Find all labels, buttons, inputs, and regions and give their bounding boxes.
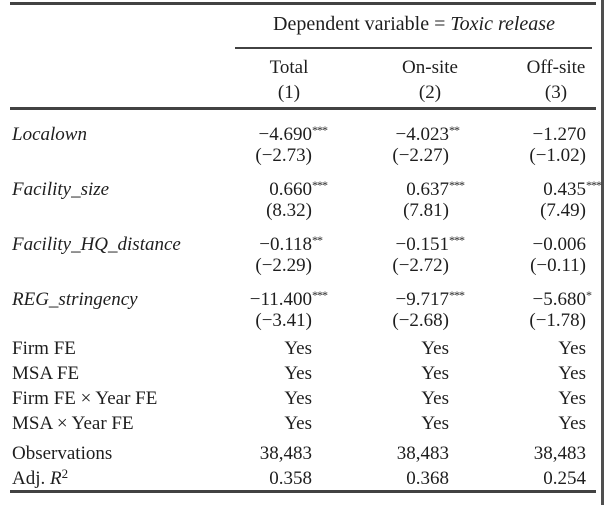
- tstat-cell: (7.49): [540, 200, 586, 221]
- estimate-value: −4.023: [395, 124, 449, 145]
- estimate-cell: −1.270: [449, 121, 596, 149]
- statistic-label: Adj. R2: [12, 466, 69, 489]
- tstat-cell: (−0.11): [530, 255, 586, 276]
- statistic-cell: 0.254: [543, 468, 586, 489]
- fixed-effect-cell: Yes: [558, 338, 586, 359]
- coefficient-label: REG_stringency: [12, 289, 138, 310]
- column-header-on-site: On-site (2): [368, 55, 492, 105]
- fixed-effect-cell: Yes: [421, 363, 449, 384]
- fixed-effect-row: MSA × Year FE Yes Yes Yes: [10, 411, 596, 436]
- fixed-effect-cell: Yes: [421, 413, 449, 434]
- statistic-row: Adj. R2 0.358 0.368 0.254: [10, 466, 596, 491]
- statistic-cell: 38,483: [533, 443, 586, 464]
- fixed-effect-label: MSA FE: [12, 363, 80, 384]
- tstat-cell: (−2.27): [392, 145, 449, 166]
- fixed-effect-cell: Yes: [558, 363, 586, 384]
- tstat-cell: (−1.78): [529, 310, 586, 331]
- statistic-cell: 0.368: [406, 468, 449, 489]
- fixed-effect-label: Firm FE × Year FE: [12, 388, 158, 409]
- column-header-number: (1): [277, 82, 301, 103]
- estimate-value: −11.400: [249, 289, 312, 310]
- tstat-cell: (−2.29): [255, 255, 312, 276]
- spanner-rule: [235, 47, 592, 49]
- column-header-label: Total: [269, 57, 309, 78]
- fixed-effect-row: MSA FE Yes Yes Yes: [10, 361, 596, 386]
- coefficient-label: Facility_size: [12, 179, 110, 200]
- coefficient-row: Facility_HQ_distance −0.118** −0.151*** −0.…: [10, 226, 596, 255]
- fixed-effect-label: MSA × Year FE: [12, 413, 134, 434]
- fixed-effect-cell: Yes: [558, 413, 586, 434]
- estimate-value: −0.006: [532, 234, 586, 255]
- tstat-cell: (−3.41): [255, 310, 312, 331]
- column-header-off-site: Off-site (3): [494, 55, 608, 105]
- estimate-cell: −5.680*: [532, 288, 592, 310]
- estimate-value: −9.717: [395, 289, 449, 310]
- statistic-cell: 38,483: [396, 443, 449, 464]
- fixed-effect-cell: Yes: [284, 363, 312, 384]
- coefficient-row: Facility_size 0.660*** 0.637*** 0.435***: [10, 171, 602, 200]
- tstat-cell: (7.81): [403, 200, 449, 221]
- squared-superscript: 2: [61, 466, 69, 481]
- fixed-effect-cell: Yes: [421, 338, 449, 359]
- header-bottom-rule: [10, 107, 596, 110]
- column-header-number: (3): [544, 82, 568, 103]
- statistic-cell: 38,483: [259, 443, 312, 464]
- fixed-effect-cell: Yes: [558, 388, 586, 409]
- estimate-value: −5.680: [532, 289, 586, 310]
- tstat-cell: (−2.73): [255, 145, 312, 166]
- tstat-row: (−2.73) (−2.27) (−1.02): [10, 144, 596, 171]
- fixed-effect-label: Firm FE: [12, 338, 76, 359]
- estimate-value: −0.151: [395, 234, 449, 255]
- statistic-label: Observations: [12, 443, 113, 464]
- estimate-value: −1.270: [532, 124, 586, 145]
- spanner-prefix: Dependent variable =: [273, 13, 451, 35]
- estimate-value: −0.118: [259, 234, 312, 255]
- tstat-row: (−3.41) (−2.68) (−1.78): [10, 309, 596, 336]
- fixed-effect-cell: Yes: [284, 338, 312, 359]
- coefficient-row: Localown −4.690*** −4.023** −1.270: [10, 116, 596, 145]
- tstat-cell: (−1.02): [529, 145, 586, 166]
- estimate-value: 0.660: [269, 179, 312, 200]
- dependent-variable-spanner: Dependent variable = Toxic release: [235, 13, 593, 36]
- estimate-value: −4.690: [258, 124, 312, 145]
- page-right-border-line: [601, 0, 604, 505]
- statistic-row: Observations 38,483 38,483 38,483: [10, 441, 596, 466]
- fixed-effect-cell: Yes: [421, 388, 449, 409]
- coefficient-row: REG_stringency −11.400*** −9.717*** −5.680*: [10, 281, 596, 310]
- fixed-effect-cell: Yes: [284, 413, 312, 434]
- estimate-value: 0.637: [406, 179, 449, 200]
- tstat-cell: (8.32): [266, 200, 312, 221]
- tstat-cell: (−2.68): [392, 310, 449, 331]
- fixed-effect-row: Firm FE Yes Yes Yes: [10, 336, 596, 361]
- r-symbol: R: [50, 468, 62, 489]
- column-header-label: On-site: [402, 57, 458, 78]
- coefficient-label: Localown: [12, 124, 87, 145]
- column-header-total: Total (1): [227, 55, 351, 105]
- estimate-value: 0.435: [543, 179, 586, 200]
- column-header-label: Off-site: [526, 57, 586, 78]
- fixed-effect-cell: Yes: [284, 388, 312, 409]
- tstat-row: (−2.29) (−2.72) (−0.11): [10, 254, 596, 281]
- column-header-number: (2): [418, 82, 442, 103]
- estimate-cell: −0.006: [449, 231, 596, 259]
- statistic-cell: 0.358: [269, 468, 312, 489]
- fixed-effect-row: Firm FE × Year FE Yes Yes Yes: [10, 386, 596, 411]
- table-top-rule: [10, 2, 596, 5]
- coefficient-label: Facility_HQ_distance: [12, 234, 181, 255]
- tstat-row: (8.32) (7.81) (7.49): [10, 199, 596, 226]
- spanner-dep-var: Toxic release: [450, 13, 555, 35]
- estimate-cell: 0.435***: [543, 178, 602, 200]
- table-bottom-rule: [10, 490, 596, 493]
- table-body: Localown −4.690*** −4.023** −1.270 (−2.73) (−…: [10, 116, 602, 491]
- tstat-cell: (−2.72): [392, 255, 449, 276]
